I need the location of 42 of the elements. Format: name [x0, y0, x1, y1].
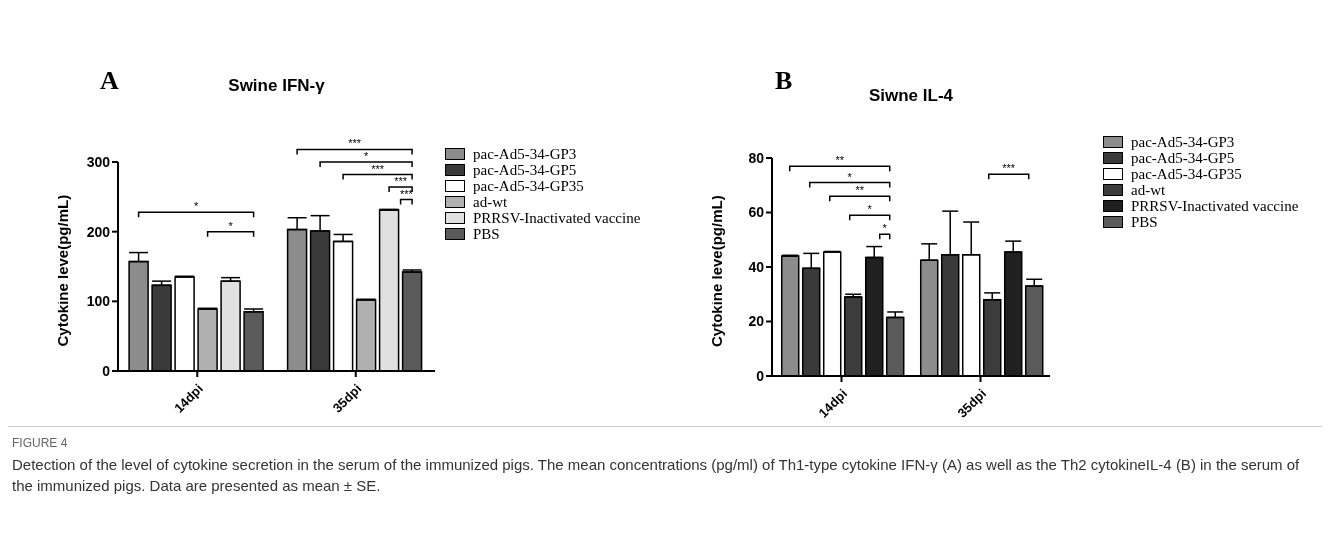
legend-label: pac-Ad5-34-GP5 [473, 161, 577, 179]
y-axis-title: Cytokine leve(pg/mL) [708, 195, 726, 347]
legend-label: PBS [1131, 213, 1158, 231]
y-tick-label: 100 [86, 293, 111, 310]
y-tick-label: 300 [86, 153, 111, 170]
y-tick-label: 60 [748, 204, 765, 221]
annotation: * [847, 170, 853, 183]
caption: FIGURE 4 [12, 436, 69, 450]
y-tick-label: 40 [748, 258, 765, 275]
legend-label: pac-Ad5-34-GP5 [1131, 149, 1235, 167]
annotation: *** [394, 175, 408, 188]
legend-label: PRRSV-Inactivated vaccine [473, 209, 641, 227]
annotation: * [193, 200, 199, 213]
chart-title: Swine IFN-γ [227, 76, 326, 96]
y-tick-label: 0 [102, 362, 111, 379]
text: * [363, 150, 369, 162]
annotation: * [228, 219, 234, 232]
y-tick-label: 80 [748, 149, 765, 166]
annotation: * [867, 203, 873, 216]
y-tick-label: 20 [748, 313, 765, 330]
legend-label: pac-Ad5-34-GP3 [1131, 133, 1235, 151]
text: *** [348, 137, 362, 150]
annotation: *** [371, 162, 385, 175]
y-tick-label: 0 [756, 367, 765, 384]
legend-label: ad-wt [473, 193, 508, 211]
legend-label: pac-Ad5-34-GP3 [473, 145, 577, 163]
legend-label: ad-wt [1131, 181, 1166, 199]
annotation: *** [1002, 162, 1016, 175]
y-tick-label: 200 [86, 223, 111, 240]
y-axis-title: Cytokine leve(pg/mL) [54, 194, 72, 347]
text: B [775, 66, 793, 96]
text: Detection of the level of cytokine secretion in the serum of the immunized pigs. The mean concentrations (pg/ml) of Th1-type cytokine IFN-γ (A) as well as the Th2 cytokineIL-4 (B) in the serum of the immunized pigs. Data are presented as mean ± SE. [12, 455, 1301, 496]
annotation: * [882, 222, 888, 235]
legend-label: PRRSV-Inactivated vaccine [1131, 197, 1299, 215]
text: A [100, 66, 119, 96]
legend-label: pac-Ad5-34-GP35 [473, 177, 584, 195]
legend-label: pac-Ad5-34-GP35 [1131, 165, 1242, 183]
annotation: *** [399, 187, 414, 200]
annotation: ** [855, 184, 865, 197]
annotation: ** [835, 154, 845, 167]
chart-title: Siwne IL-4 [868, 86, 954, 105]
legend-label: PBS [473, 225, 500, 243]
